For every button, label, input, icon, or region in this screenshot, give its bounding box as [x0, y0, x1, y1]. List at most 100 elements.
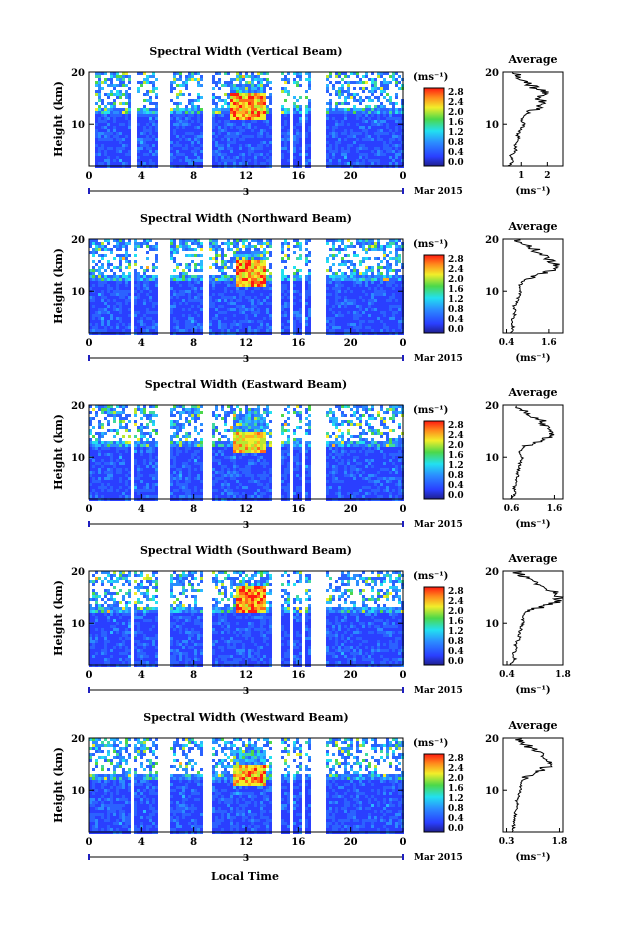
- heatmap-cell: [245, 150, 248, 153]
- heatmap-cell: [329, 162, 332, 165]
- heatmap-cell: [110, 287, 113, 290]
- heatmap-cell: [350, 72, 353, 75]
- heatmap-cell: [188, 135, 191, 138]
- heatmap-cell: [92, 453, 95, 456]
- heatmap-cell: [299, 147, 302, 150]
- heatmap-cell: [176, 159, 179, 162]
- heatmap-cell: [389, 126, 392, 129]
- heatmap-cell: [338, 141, 341, 144]
- heatmap-cell: [344, 96, 347, 99]
- heatmap-cell: [254, 308, 257, 311]
- heatmap-cell: [119, 90, 122, 93]
- heatmap-cell: [371, 326, 374, 329]
- heatmap-cell: [200, 123, 203, 126]
- heatmap-cell: [344, 126, 347, 129]
- heatmap-cell: [194, 72, 197, 75]
- heatmap-cell: [212, 123, 215, 126]
- heatmap-cell: [89, 432, 92, 435]
- heatmap-cell: [140, 144, 143, 147]
- heatmap-cell: [170, 114, 173, 117]
- heatmap-cell: [236, 90, 239, 93]
- heatmap-cell: [125, 311, 128, 314]
- heatmap-cell: [146, 150, 149, 153]
- heatmap-cell: [371, 144, 374, 147]
- heatmap-cell: [221, 138, 224, 141]
- heatmap-cell: [260, 245, 263, 248]
- heatmap-cell: [281, 114, 284, 117]
- heatmap-cell: [182, 308, 185, 311]
- heatmap-cell: [176, 72, 179, 75]
- heatmap-cell: [176, 135, 179, 138]
- heatmap-cell: [191, 111, 194, 114]
- heatmap-cell: [119, 96, 122, 99]
- heatmap-cell: [170, 287, 173, 290]
- heatmap-cell: [365, 281, 368, 284]
- heatmap-cell: [299, 245, 302, 248]
- heatmap-cell: [182, 81, 185, 84]
- heatmap-cell: [251, 323, 254, 326]
- heatmap-cell: [338, 263, 341, 266]
- heatmap-cell: [350, 326, 353, 329]
- heatmap-cell: [170, 311, 173, 314]
- heatmap-cell: [260, 102, 263, 105]
- heatmap-cell: [371, 281, 374, 284]
- heatmap-cell: [341, 138, 344, 141]
- heatmap-cell: [89, 489, 92, 492]
- heatmap-cell: [149, 302, 152, 305]
- heatmap-cell: [185, 117, 188, 120]
- heatmap-cell: [110, 489, 113, 492]
- heatmap-cell: [218, 248, 221, 251]
- heatmap-cell: [386, 323, 389, 326]
- heatmap-cell: [392, 308, 395, 311]
- heatmap-cell: [113, 129, 116, 132]
- heatmap-cell: [374, 245, 377, 248]
- heatmap-cell: [104, 129, 107, 132]
- heatmap-cell: [146, 156, 149, 159]
- heatmap-cell: [251, 284, 254, 287]
- heatmap-cell: [197, 138, 200, 141]
- heatmap-cell: [350, 108, 353, 111]
- heatmap-cell: [116, 302, 119, 305]
- heatmap-cell: [191, 254, 194, 257]
- heatmap-cell: [122, 150, 125, 153]
- heatmap-cell: [227, 111, 230, 114]
- heatmap-cell: [287, 308, 290, 311]
- heatmap-cell: [368, 308, 371, 311]
- heatmap-cell: [89, 296, 92, 299]
- heatmap-cell: [224, 281, 227, 284]
- heatmap-cell: [380, 159, 383, 162]
- heatmap-cell: [95, 153, 98, 156]
- heatmap-cell: [305, 111, 308, 114]
- heatmap-cell: [341, 120, 344, 123]
- heatmap-cell: [95, 444, 98, 447]
- heatmap-cell: [143, 317, 146, 320]
- heatmap-cell: [173, 296, 176, 299]
- heatmap-cell: [107, 129, 110, 132]
- heatmap-cell: [383, 78, 386, 81]
- heatmap-cell: [356, 135, 359, 138]
- heatmap-cell: [284, 290, 287, 293]
- heatmap-cell: [293, 72, 296, 75]
- heatmap-cell: [200, 245, 203, 248]
- heatmap-cell: [392, 239, 395, 242]
- heatmap-cell: [332, 114, 335, 117]
- heatmap-cell: [218, 284, 221, 287]
- heatmap-cell: [254, 329, 257, 332]
- heatmap-cell: [89, 444, 92, 447]
- heatmap-cell: [257, 272, 260, 275]
- heatmap-cell: [260, 287, 263, 290]
- heatmap-cell: [170, 84, 173, 87]
- heatmap-cell: [149, 305, 152, 308]
- heatmap-cell: [260, 153, 263, 156]
- heatmap-cell: [242, 251, 245, 254]
- heatmap-cell: [215, 81, 218, 84]
- heatmap-cell: [332, 87, 335, 90]
- heatmap-cell: [269, 162, 272, 165]
- heatmap-cell: [239, 114, 242, 117]
- heatmap-cell: [326, 135, 329, 138]
- heatmap-cell: [224, 254, 227, 257]
- heatmap-cell: [95, 486, 98, 489]
- heatmap-cell: [113, 429, 116, 432]
- heatmap-cell: [98, 75, 101, 78]
